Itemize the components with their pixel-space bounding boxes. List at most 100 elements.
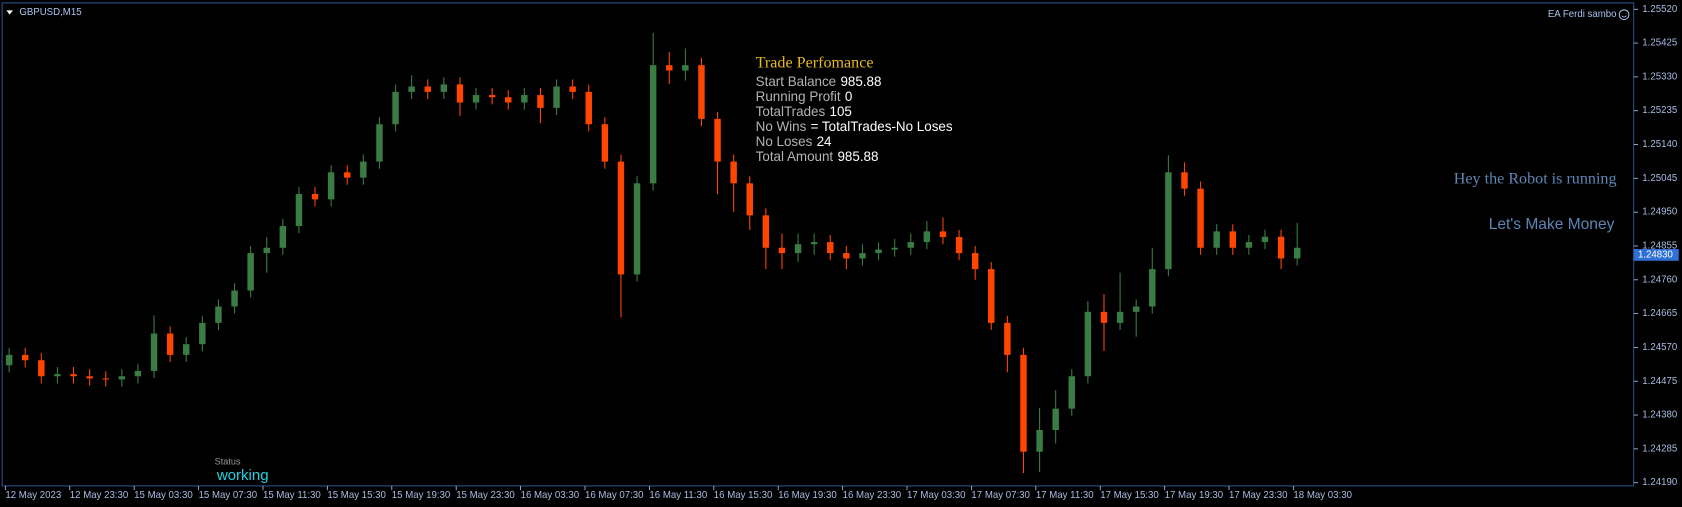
candle-body [1100, 311, 1108, 323]
candle-body [327, 172, 335, 200]
performance-value: 24 [817, 134, 832, 149]
y-tick-label: 1.25235 [1642, 105, 1677, 116]
candle-body [762, 215, 770, 248]
candle-body [1020, 354, 1027, 452]
candle-body [376, 124, 383, 162]
candle-body [1213, 231, 1220, 248]
robot-message: Hey the Robot is running [1454, 171, 1617, 188]
x-tick-label: 15 May 19:30 [392, 490, 451, 501]
candle-body [1293, 247, 1301, 259]
y-tick-label: 1.24570 [1642, 342, 1677, 353]
candle-body [215, 306, 222, 323]
candle-body [102, 378, 109, 380]
y-tick-label: 1.25140 [1642, 139, 1677, 150]
money-message: Let's Make Money [1489, 216, 1615, 233]
candle-body [843, 253, 850, 259]
candle-body [1261, 236, 1269, 243]
smiley-face[interactable] [1618, 9, 1630, 20]
candle-body [1116, 311, 1124, 323]
x-tick-label: 17 May 19:30 [1165, 490, 1224, 501]
last-price-label: 1.24830 [1638, 249, 1673, 260]
candle-body [1132, 306, 1140, 312]
x-tick-label: 16 May 07:30 [585, 490, 644, 501]
candle-body [231, 290, 238, 307]
x-tick-label: 16 May 11:30 [649, 490, 707, 501]
candle-body [617, 161, 625, 275]
candle-body [746, 183, 753, 216]
candle-body [633, 183, 641, 275]
candle-body [907, 242, 914, 248]
candle-body [5, 354, 13, 366]
performance-label: Total Amount [756, 149, 834, 164]
candle-body [778, 247, 786, 254]
performance-label: No Loses [756, 134, 813, 149]
candle-body [1036, 430, 1043, 452]
candle-body [279, 226, 287, 248]
last-price-box [1633, 248, 1679, 261]
performance-label: Running Profit [756, 89, 841, 104]
candle-body [70, 374, 77, 377]
candle-body [54, 374, 61, 377]
y-tick-label: 1.24665 [1642, 308, 1677, 319]
candle-body [360, 161, 367, 178]
performance-value: 985.88 [837, 149, 878, 164]
y-tick-label: 1.24950 [1642, 207, 1677, 218]
candle-body [247, 253, 254, 291]
candle-body [488, 95, 496, 98]
candle-body [424, 86, 431, 92]
chart-frame [1, 2, 1635, 487]
x-tick-label: 17 May 15:30 [1100, 490, 1159, 501]
candle-body [537, 95, 544, 108]
candle-body [682, 65, 689, 71]
candle-body [827, 242, 834, 254]
x-tick-label: 15 May 11:30 [263, 490, 321, 501]
status-value: working [216, 467, 269, 484]
candle-body [22, 354, 29, 361]
y-tick-label: 1.24855 [1642, 241, 1677, 252]
x-tick-label: 12 May 23:30 [70, 490, 129, 501]
ea-smiley[interactable] [1618, 9, 1630, 20]
performance-value: 105 [830, 104, 852, 119]
candle-body [553, 86, 560, 108]
x-tick-label: 12 May 2023 [5, 490, 61, 501]
x-tick-label: 15 May 23:30 [456, 490, 515, 501]
candle-body [794, 244, 802, 254]
performance-label: Start Balance [756, 74, 836, 89]
x-tick-label: 15 May 03:30 [134, 490, 193, 501]
candle-body [875, 249, 882, 254]
candle-body [859, 253, 866, 259]
candle-body [810, 242, 818, 245]
x-tick-label: 15 May 07:30 [199, 490, 258, 501]
candle-body [714, 118, 721, 162]
candle-body [988, 269, 995, 323]
y-tick-label: 1.25425 [1642, 38, 1677, 49]
candle-body [1149, 269, 1156, 307]
candle-body [585, 91, 592, 125]
candles [5, 32, 1301, 474]
candle-body [86, 376, 93, 379]
performance-label: TotalTrades [756, 104, 826, 119]
x-tick-label: 16 May 23:30 [843, 490, 902, 501]
candle-body [569, 86, 576, 92]
symbol-label: GBPUSD,M15 [19, 7, 81, 18]
x-tick-label: 17 May 23:30 [1229, 490, 1288, 501]
y-tick-label: 1.25330 [1642, 71, 1677, 82]
candle-body [666, 65, 673, 71]
candle-body [649, 65, 657, 184]
candle-body [295, 194, 303, 227]
performance-value: = TotalTrades-No Loses [811, 119, 953, 134]
candle-body [505, 97, 512, 103]
smiley-mouth[interactable] [1621, 15, 1627, 18]
candle-body [440, 84, 448, 92]
x-tick-label: 17 May 03:30 [907, 490, 966, 501]
candle-body [1245, 242, 1253, 248]
candle-body [166, 333, 174, 355]
x-tick-label: 16 May 19:30 [778, 490, 837, 501]
candle-body [1084, 311, 1092, 377]
candle-body [38, 360, 45, 377]
symbol-menu-arrow[interactable] [6, 10, 13, 15]
candle-body [118, 376, 126, 380]
candle-body [344, 172, 351, 178]
x-tick-label: 16 May 15:30 [714, 490, 773, 501]
